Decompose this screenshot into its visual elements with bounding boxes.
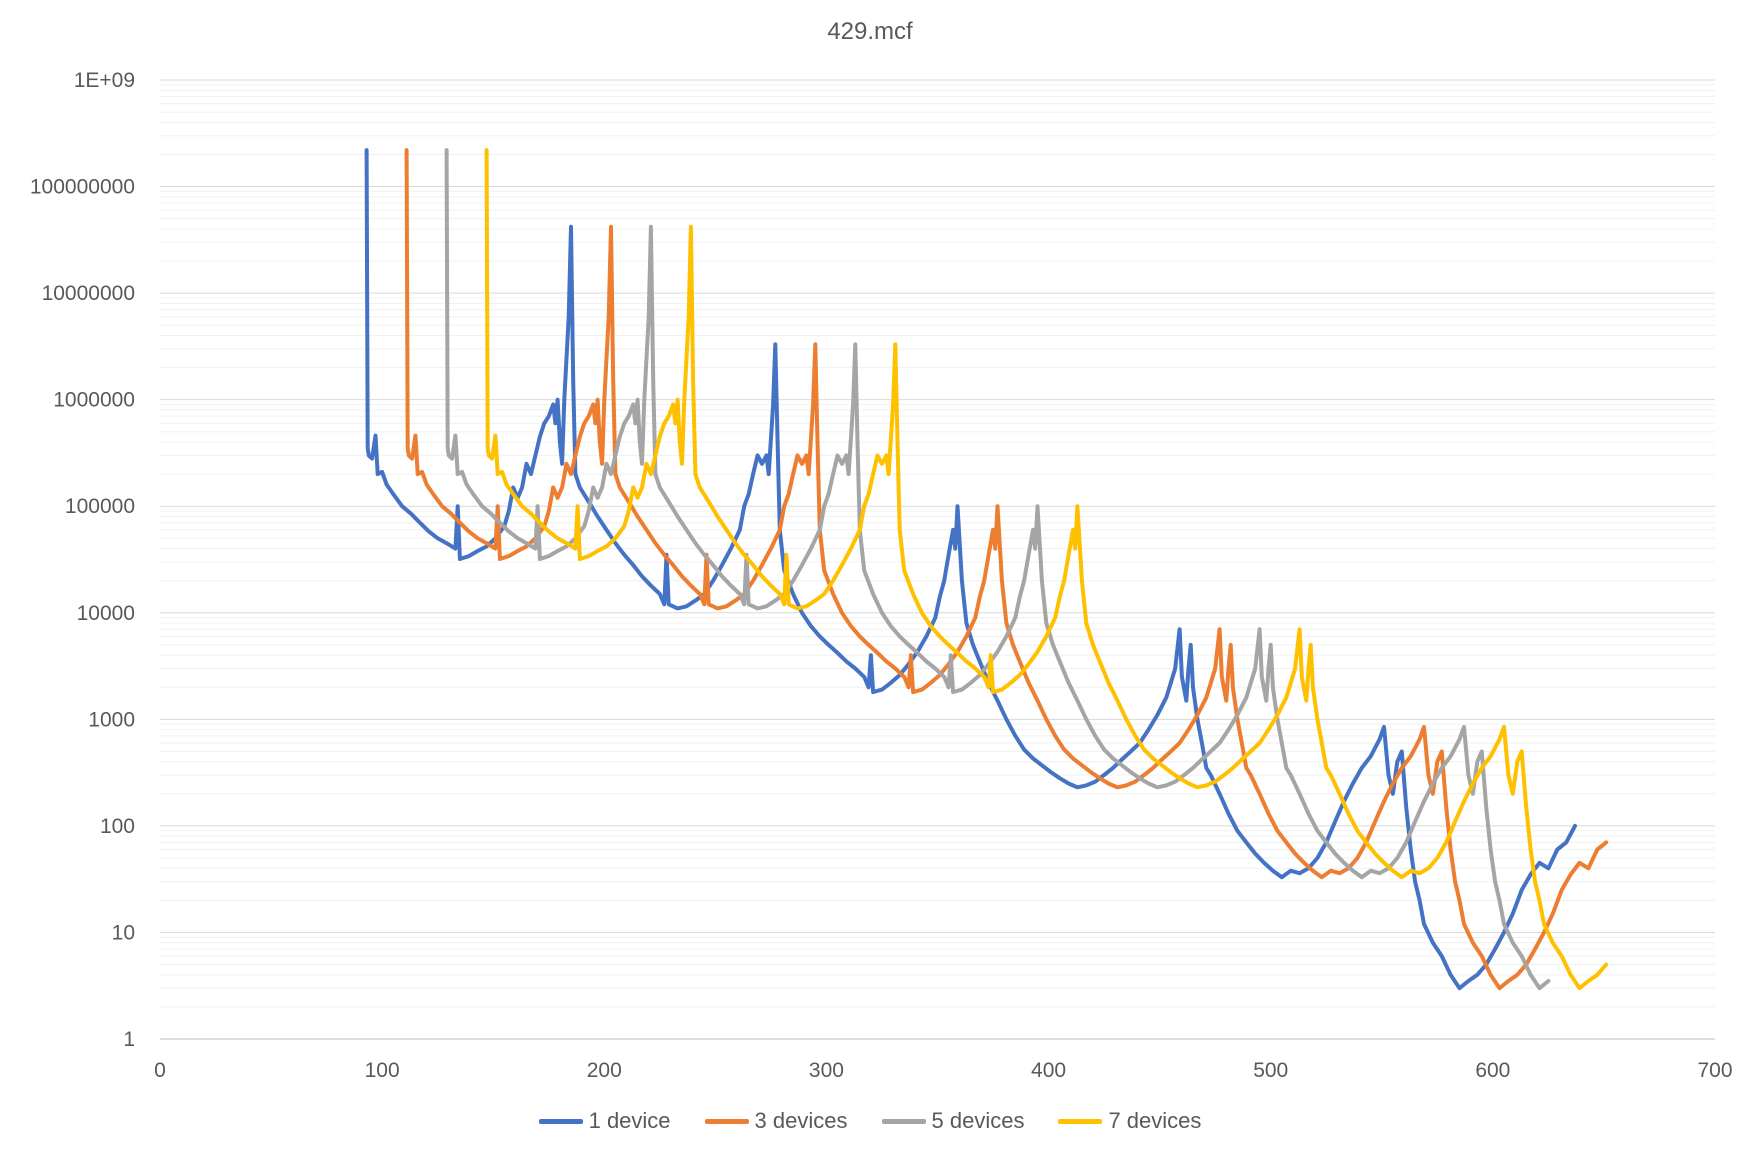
y-tick-label: 10000 (77, 602, 135, 625)
minor-gridlines (160, 84, 1715, 1008)
legend-item: 7 devices (1058, 1108, 1201, 1134)
series-line (444, 148, 1551, 991)
y-tick-label: 1000000 (53, 389, 135, 412)
x-tick-label: 100 (365, 1059, 400, 1082)
y-tick-label: 100000 (65, 495, 135, 518)
x-tick-label: 200 (587, 1059, 622, 1082)
legend-label: 7 devices (1108, 1108, 1202, 1133)
y-axis-tick-labels: 1 10 100 1000 10000 100000 1000000 10000000 1000… (30, 69, 135, 1051)
legend-label: 5 devices (931, 1108, 1025, 1133)
x-tick-label: 0 (154, 1059, 166, 1082)
y-tick-label: 10000000 (42, 282, 135, 305)
line-chart: 1101001000100001000001000000100000001000… (30, 69, 1733, 1082)
major-gridlines (160, 79, 1715, 1040)
chart-title: 429.mcf (827, 18, 913, 45)
legend-swatch (881, 1118, 926, 1124)
y-tick-label: 100000000 (30, 176, 135, 199)
x-tick-label: 400 (1031, 1059, 1066, 1082)
legend-swatch (538, 1118, 583, 1124)
legend-item: 5 devices (881, 1108, 1025, 1134)
x-axis-tick-labels: 0 100 200 300 400 500 600 700 (154, 1059, 1732, 1082)
legend-swatch (704, 1118, 749, 1124)
series-lines (364, 148, 1609, 991)
legend-swatch (1058, 1118, 1103, 1124)
legend-item: 3 devices (704, 1108, 848, 1134)
legend-label: 1 device (588, 1108, 671, 1133)
legend-label: 3 devices (754, 1108, 848, 1133)
x-tick-label: 500 (1253, 1059, 1288, 1082)
x-tick-label: 600 (1475, 1059, 1510, 1082)
x-tick-label: 300 (809, 1059, 844, 1082)
y-tick-label: 1000 (88, 708, 135, 731)
legend-item: 1 device (538, 1108, 671, 1134)
legend: 1 device 3 devices 5 devices 7 devices (0, 1108, 1740, 1134)
x-tick-label: 700 (1697, 1059, 1732, 1082)
y-tick-label: 100 (100, 815, 135, 838)
series-line (404, 148, 1609, 991)
y-tick-label: 10 (112, 921, 135, 944)
y-tick-label: 1E+09 (74, 69, 135, 92)
series-line (484, 148, 1609, 991)
y-tick-label: 1 (123, 1028, 135, 1051)
